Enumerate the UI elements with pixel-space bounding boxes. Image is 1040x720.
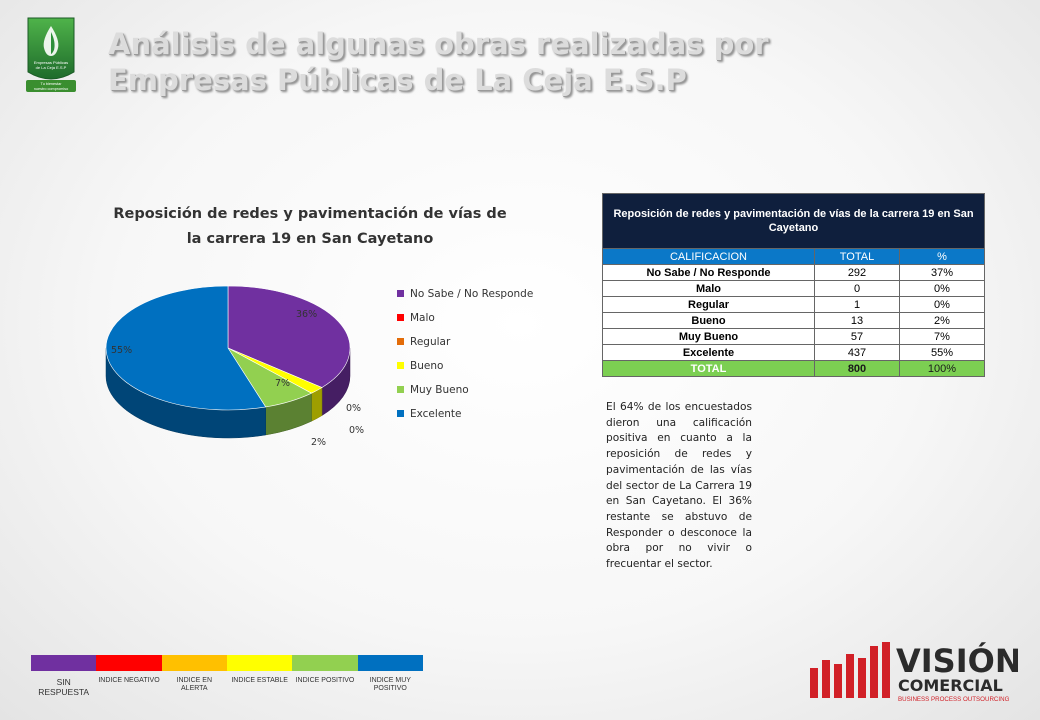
table-total-row: TOTAL 800 100%	[602, 360, 985, 377]
legend-swatch	[397, 362, 404, 369]
index-label: INDICE POSITIVO	[295, 677, 355, 684]
row-label: Excelente	[602, 344, 815, 361]
swatch-muy-positivo	[357, 655, 423, 671]
row-percent: 0%	[899, 280, 985, 297]
table-row: Muy Bueno 57 7%	[602, 328, 985, 345]
pie-chart-svg: 36% 0% 0% 2% 7% 55% No Sabe / No Responde Malo R…	[105, 285, 533, 448]
table-row: Regular 1 0%	[602, 296, 985, 313]
legend-label: Malo	[410, 312, 435, 324]
swatch-negativo	[96, 655, 162, 671]
vision-comercial-logo: VISIÓN COMERCIAL BUSINESS PROCESS OUTSOU…	[810, 641, 1018, 703]
results-table: Reposición de redes y pavimentación de v…	[602, 193, 985, 377]
row-percent: 2%	[899, 312, 985, 329]
legend-label: Regular	[410, 336, 451, 348]
total-count: 800	[814, 360, 900, 377]
data-label: 0%	[346, 403, 361, 414]
svg-text:BUSINESS PROCESS OUTSOURCING: BUSINESS PROCESS OUTSOURCING	[898, 696, 1010, 703]
legend-swatch	[397, 410, 404, 417]
legend-swatch	[397, 386, 404, 393]
index-legend-labels: SIN RESPUESTA INDICE NEGATIVO INDICE EN …	[31, 677, 423, 697]
data-label: 0%	[349, 425, 364, 436]
legend-label: Excelente	[410, 408, 462, 420]
bar-chart-icon	[810, 642, 890, 698]
legend-swatch	[397, 338, 404, 345]
table-row: Excelente 437 55%	[602, 344, 985, 361]
row-total: 1	[814, 296, 900, 313]
swatch-estable	[226, 655, 293, 671]
index-label: INDICE EN ALERTA	[176, 677, 213, 692]
pie-sides	[105, 347, 351, 439]
col-header-calificacion: CALIFICACION	[602, 248, 815, 265]
row-label: No Sabe / No Responde	[602, 264, 815, 281]
svg-text:nuestro compromiso: nuestro compromiso	[34, 87, 68, 91]
analysis-text: El 64% de los encuestados dieron una cal…	[606, 401, 752, 571]
total-percent: 100%	[899, 360, 985, 377]
svg-text:COMERCIAL: COMERCIAL	[898, 676, 1003, 695]
row-total: 13	[814, 312, 900, 329]
svg-text:Empresas Públicas: Empresas Públicas	[34, 60, 68, 65]
swatch-sin-respuesta	[31, 655, 97, 671]
col-header-percent: %	[899, 248, 985, 265]
svg-text:Tu bienestar: Tu bienestar	[41, 82, 63, 86]
index-label: SIN RESPUESTA	[38, 677, 90, 697]
chart-title-line2: la carrera 19 en San Cayetano	[186, 231, 434, 247]
pie-slice-no-sabe-no-responde	[227, 285, 351, 388]
row-label: Malo	[602, 280, 815, 297]
legend-label: Muy Bueno	[410, 384, 469, 396]
pie-chart: Reposición de redes y pavimentación de v…	[60, 190, 560, 470]
row-label: Bueno	[602, 312, 815, 329]
table-row: No Sabe / No Responde 292 37%	[602, 264, 985, 281]
legend-swatch	[397, 314, 404, 321]
row-total: 292	[814, 264, 900, 281]
row-total: 57	[814, 328, 900, 345]
page-title-line2: Empresas Públicas de La Ceja E.S.P	[108, 63, 687, 97]
data-label: 36%	[296, 309, 317, 320]
data-label: 7%	[275, 378, 290, 389]
swatch-positivo	[292, 655, 358, 671]
legend-label: Bueno	[410, 360, 443, 372]
row-percent: 55%	[899, 344, 985, 361]
svg-text:de La Ceja E.S.P: de La Ceja E.S.P	[36, 65, 67, 70]
company-logo: Empresas Públicas de La Ceja E.S.P Tu bi…	[26, 17, 76, 92]
total-label: TOTAL	[602, 360, 815, 377]
legend-swatch	[397, 290, 404, 297]
row-percent: 37%	[899, 264, 985, 281]
index-label: INDICE NEGATIVO	[98, 677, 160, 684]
page-title-line1: Análisis de algunas obras realizadas por	[108, 27, 769, 61]
row-total: 437	[814, 344, 900, 361]
svg-text:VISIÓN: VISIÓN	[896, 641, 1018, 680]
index-color-bar	[31, 655, 423, 671]
row-total: 0	[814, 280, 900, 297]
chart-legend: No Sabe / No Responde Malo Regular Bueno Muy…	[397, 288, 533, 420]
chart-title-line1: Reposición de redes y pavimentación de v…	[113, 206, 507, 222]
pie-tops	[105, 285, 351, 411]
row-percent: 0%	[899, 296, 985, 313]
data-label: 55%	[111, 345, 132, 356]
col-header-total: TOTAL	[814, 248, 900, 265]
row-label: Regular	[602, 296, 815, 313]
table-row: Bueno 13 2%	[602, 312, 985, 329]
swatch-alerta	[161, 655, 227, 671]
index-label: INDICE ESTABLE	[231, 677, 288, 684]
index-label: INDICE MUY POSITIVO	[369, 677, 411, 692]
pie-slice-excelente	[105, 285, 267, 411]
page-title: Análisis de algunas obras realizadas por…	[108, 26, 769, 98]
row-percent: 7%	[899, 328, 985, 345]
chart-title: Reposición de redes y pavimentación de v…	[60, 202, 560, 252]
table-row: Malo 0 0%	[602, 280, 985, 297]
row-label: Muy Bueno	[602, 328, 815, 345]
data-label: 2%	[311, 437, 326, 448]
legend-label: No Sabe / No Responde	[410, 288, 533, 300]
data-labels: 36% 0% 0% 2% 7% 55%	[111, 309, 364, 448]
table-title: Reposición de redes y pavimentación de v…	[602, 193, 985, 249]
